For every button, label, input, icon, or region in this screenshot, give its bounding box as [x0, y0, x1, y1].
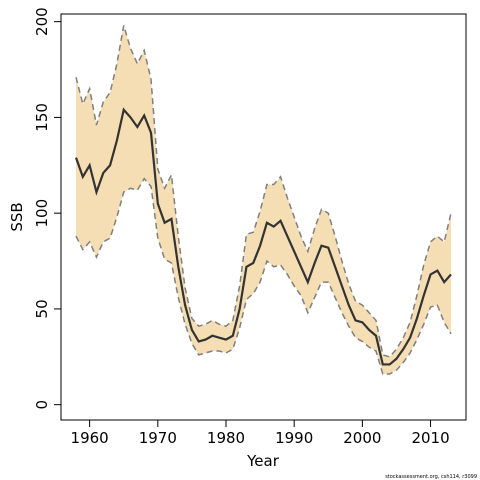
- ssb-line: [74, 107, 452, 366]
- y-axis-label: SSB: [8, 202, 26, 231]
- y-tick-label: 0: [33, 400, 51, 410]
- footer: stockassessment.org, csh114, r3099: [385, 474, 477, 480]
- plot-frame: [60, 13, 467, 421]
- x-tick-label: 1990: [275, 429, 313, 447]
- x-tick-label: 1970: [139, 429, 177, 447]
- x-tick-label: 2000: [343, 429, 381, 447]
- confidence-band: [76, 25, 451, 375]
- x-axis-label: Year: [246, 452, 280, 470]
- x-tick-label: 2010: [411, 429, 449, 447]
- x-tick-label: 1980: [207, 429, 245, 447]
- lower-bound: [75, 177, 452, 375]
- y-tick-label: 200: [33, 7, 51, 36]
- x-tick-label: 1960: [71, 429, 109, 447]
- y-tick-label: 50: [33, 299, 51, 318]
- upper-bound: [75, 25, 452, 358]
- y-tick-label: 150: [33, 103, 51, 132]
- y-tick-label: 100: [33, 199, 51, 228]
